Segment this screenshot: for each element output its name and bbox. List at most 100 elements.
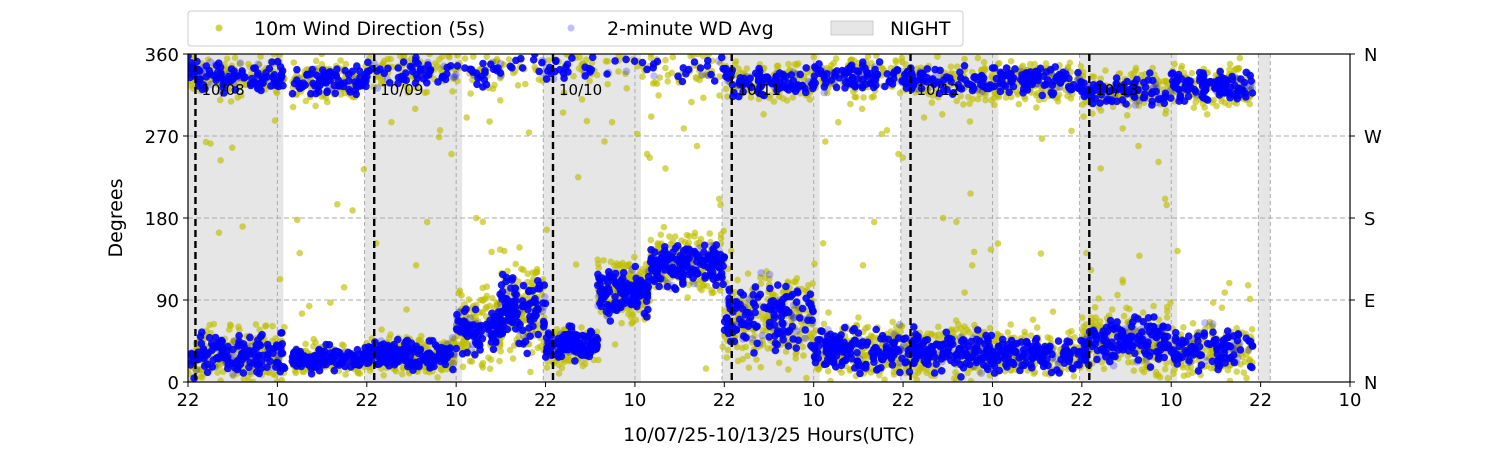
wd5s-point [497, 97, 504, 104]
wd5s-point [662, 165, 669, 172]
wd5s-point [337, 91, 345, 98]
wd5s-point [300, 368, 308, 376]
wdavg-point [272, 363, 280, 371]
wdavg-point [217, 69, 225, 77]
wd5s-point [734, 276, 741, 284]
wd5s-point [387, 55, 394, 63]
wd5s-point [1164, 374, 1172, 382]
wd5s-point [1243, 374, 1250, 382]
wd5s-point [1007, 57, 1015, 65]
wd5s-point [318, 54, 326, 58]
wd5s-point [980, 58, 988, 66]
wdavg-point [266, 357, 274, 366]
wd5s-point [724, 346, 732, 354]
wdavg-point [399, 58, 408, 66]
wd5s-point [751, 332, 758, 340]
wd5s-point [302, 97, 310, 105]
wd5s-point [1226, 60, 1234, 68]
wd5s-point [1218, 304, 1226, 312]
wd5s-point [290, 59, 298, 66]
wdavg-point [377, 346, 385, 355]
wdavg-point [364, 58, 372, 67]
wdavg-point [341, 66, 350, 75]
wd5s-point [961, 289, 968, 296]
wd5s-point [622, 70, 629, 78]
wd5s-point [789, 94, 797, 101]
wd5s-point [1119, 279, 1127, 286]
wdavg-point [494, 64, 502, 72]
wd5s-point [618, 319, 625, 327]
wd5s-point [1004, 329, 1012, 336]
wd5s-point [215, 229, 223, 236]
wd5s-point [717, 234, 725, 242]
wdavg-point [276, 63, 285, 71]
wd5s-point [312, 57, 320, 65]
wd5s-point [1155, 158, 1162, 166]
wd5s-point [1096, 318, 1104, 325]
wd5s-point [1068, 327, 1075, 335]
legend-label-night: NIGHT [890, 18, 951, 40]
wd5s-point [436, 127, 444, 134]
wd5s-point [227, 322, 234, 330]
wd5s-point [1232, 65, 1240, 73]
wd5s-point [825, 309, 832, 316]
wd5s-point [298, 310, 306, 317]
wd5s-point [296, 249, 304, 257]
wd5s-point [978, 66, 985, 73]
wdavg-point [231, 86, 240, 94]
wd5s-point [924, 85, 931, 93]
wdavg-point [278, 329, 286, 337]
legend-frame [187, 10, 964, 47]
wd5s-point [1027, 332, 1035, 339]
wdavg-point [425, 337, 434, 345]
wd5s-point [1054, 98, 1062, 105]
wd5s-point [974, 95, 982, 103]
wd5s-point [811, 260, 818, 268]
wdavg-point [188, 54, 192, 60]
wd5s-point [656, 74, 664, 81]
wd5s-point [1189, 320, 1197, 327]
wd5s-point [1135, 142, 1142, 150]
wdavg-point [203, 360, 212, 369]
wd5s-point [377, 76, 385, 84]
wd5s-point [1150, 302, 1157, 310]
wd5s-point [479, 359, 487, 367]
wd5s-point [939, 111, 946, 118]
wdavg-point [441, 360, 450, 369]
wd5s-point [748, 89, 755, 96]
wd5s-point [493, 299, 501, 307]
wdavg-point [473, 80, 481, 89]
wd5s-point [192, 368, 200, 375]
wd5s-point [483, 54, 490, 61]
wd5s-point [1123, 304, 1130, 312]
wd5s-point [1038, 135, 1046, 142]
wd5s-point [819, 240, 827, 247]
wd5s-point [273, 378, 281, 382]
wd5s-point [685, 239, 692, 246]
wd5s-point [1206, 318, 1214, 326]
wd5s-point [953, 63, 961, 70]
wd5s-point [583, 117, 591, 125]
wd5s-point [421, 89, 429, 97]
wd5s-point [902, 61, 909, 68]
wdavg-point [452, 344, 461, 353]
wd5s-point [500, 61, 508, 68]
wd5s-point [757, 274, 764, 281]
wd5s-point [448, 150, 455, 158]
wdavg-point [432, 357, 440, 365]
wd5s-point [947, 63, 955, 70]
wd5s-point [715, 195, 723, 203]
wd5s-point [482, 305, 490, 312]
wd5s-point [236, 326, 243, 334]
wd5s-point [629, 311, 637, 319]
wd5s-point [465, 296, 473, 303]
wdavg-point [449, 359, 457, 368]
wd5s-point [446, 54, 453, 61]
wd5s-point [470, 54, 477, 60]
wd5s-point [855, 314, 862, 321]
wdavg-point [297, 362, 306, 371]
wdavg-point [345, 77, 353, 85]
wdavg-point [188, 349, 196, 358]
wd5s-point [662, 56, 669, 64]
wd5s-point [602, 58, 610, 65]
